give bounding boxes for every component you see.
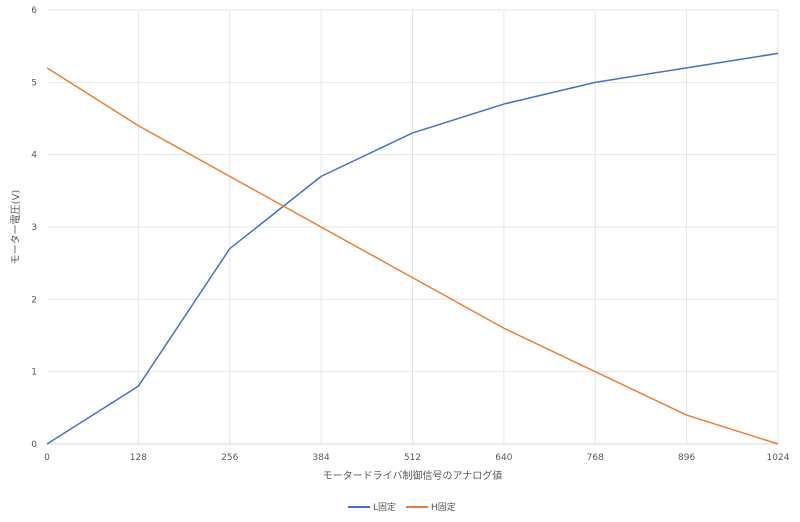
y-tick-label: 0	[31, 440, 37, 450]
x-axis-title: モータードライバ制御信号のアナログ値	[323, 469, 503, 482]
y-tick-labels: 0 1 2 3 4 5 6	[31, 6, 37, 450]
legend: L固定 H固定	[348, 501, 456, 513]
x-tick-label: 384	[313, 453, 330, 463]
y-tick-label: 3	[31, 223, 37, 233]
series-line-1	[46, 67, 779, 445]
y-tick-label: 6	[31, 6, 37, 16]
y-tick-label: 2	[31, 295, 37, 305]
x-tick-label: 0	[44, 453, 50, 463]
legend-label-0: L固定	[373, 501, 396, 513]
x-tick-label: 640	[495, 453, 512, 463]
x-tick-label: 256	[221, 453, 238, 463]
y-tick-label: 5	[31, 78, 37, 88]
y-tick-label: 1	[31, 368, 37, 378]
y-gridlines	[47, 9, 778, 373]
series-layer	[46, 52, 779, 445]
x-tick-label: 128	[130, 453, 147, 463]
y-axis-title: モーター電圧(V)	[10, 190, 22, 265]
x-tick-labels: 0 128 256 384 512 640 768 896 1024	[44, 453, 790, 463]
x-tick-label: 896	[678, 453, 695, 463]
y-tick-label: 4	[31, 151, 37, 161]
x-tick-label: 1024	[767, 453, 790, 463]
x-tick-label: 768	[587, 453, 604, 463]
legend-label-1: H固定	[431, 501, 456, 513]
x-tick-label: 512	[404, 453, 421, 463]
series-line-0	[46, 52, 779, 445]
